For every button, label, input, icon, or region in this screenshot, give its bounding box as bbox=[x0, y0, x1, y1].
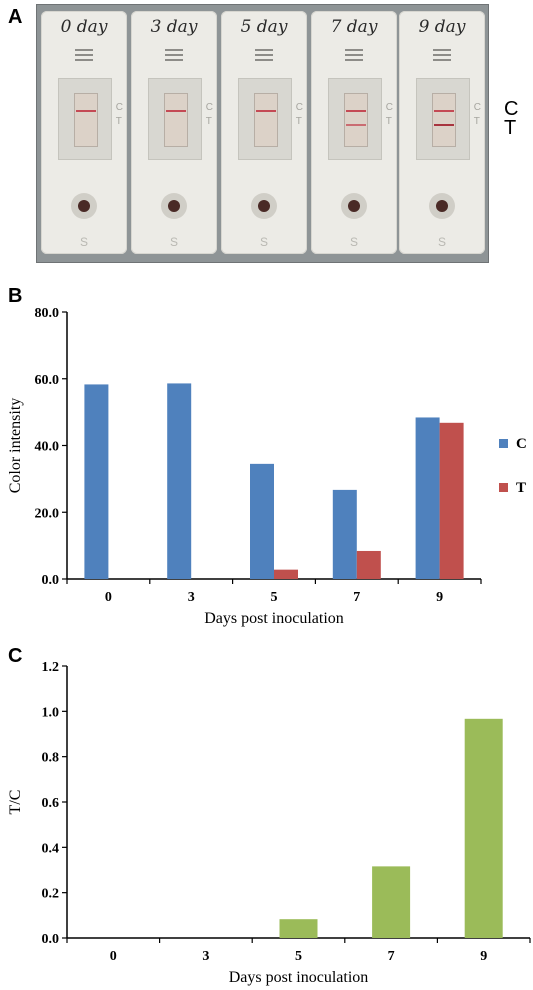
control-line bbox=[434, 110, 454, 112]
control-line bbox=[346, 110, 366, 112]
y-tick-label: 80.0 bbox=[35, 306, 60, 321]
x-tick-label: 3 bbox=[202, 949, 209, 964]
x-axis-title: Days post inoculation bbox=[229, 969, 369, 986]
y-tick-label: 0.8 bbox=[42, 751, 60, 766]
y-tick-label: 0.2 bbox=[42, 887, 60, 902]
test-line bbox=[346, 124, 366, 126]
x-tick-label: 3 bbox=[188, 590, 195, 605]
y-tick-label: 0.0 bbox=[42, 573, 60, 588]
x-tick-label: 7 bbox=[353, 590, 360, 605]
y-tick-label: 0.6 bbox=[42, 796, 60, 811]
sample-well bbox=[161, 193, 187, 219]
strip-grip-marks bbox=[345, 49, 363, 64]
strip-label: 5 day bbox=[240, 17, 288, 37]
y-tick-label: 1.0 bbox=[42, 705, 60, 720]
strip-label: 7 day bbox=[330, 17, 378, 37]
bar-c-3 bbox=[167, 383, 192, 579]
strip-membrane bbox=[74, 93, 98, 147]
x-tick-label: 0 bbox=[105, 590, 112, 605]
panel-label-a: A bbox=[8, 6, 23, 28]
control-line bbox=[166, 110, 186, 112]
test-line bbox=[434, 124, 454, 126]
y-tick-label: 40.0 bbox=[35, 440, 60, 455]
strip-membrane bbox=[254, 93, 278, 147]
strip-grip-marks bbox=[75, 49, 93, 64]
y-tick-label: 0.0 bbox=[42, 932, 60, 947]
bar-t-7 bbox=[356, 550, 381, 579]
strip-label: 0 day bbox=[60, 17, 108, 37]
photo-side-label-c: C bbox=[504, 98, 519, 120]
sample-well bbox=[71, 193, 97, 219]
t-c-ratio-chart: 0.0 0.2 0.4 0.6 0.8 1.0 1.2 0 3 5 7 9 Days post inoc… bbox=[7, 660, 531, 986]
strip-membrane bbox=[164, 93, 188, 147]
strip-membrane bbox=[432, 93, 456, 147]
strip-label: 9 day bbox=[418, 17, 466, 37]
control-line bbox=[76, 110, 96, 112]
panel-label-c: C bbox=[8, 645, 23, 667]
legend-label-t: T bbox=[516, 480, 526, 496]
sample-mark: S bbox=[437, 235, 446, 249]
y-axis-title: T/C bbox=[7, 790, 24, 815]
bar-t-5 bbox=[274, 569, 298, 579]
sample-mark: S bbox=[259, 235, 268, 249]
legend-swatch-c bbox=[499, 439, 508, 448]
sample-mark: S bbox=[349, 235, 358, 249]
sample-well bbox=[341, 193, 367, 219]
strip-membrane bbox=[344, 93, 368, 147]
legend-label-c: C bbox=[516, 436, 527, 452]
bar-ratio-7 bbox=[372, 866, 411, 938]
panel-label-b: B bbox=[8, 285, 23, 307]
y-tick-label: 1.2 bbox=[42, 660, 60, 675]
bar-c-9 bbox=[415, 417, 440, 579]
bar-ratio-9 bbox=[464, 718, 503, 938]
bar-t-9 bbox=[439, 422, 464, 579]
sample-well bbox=[251, 193, 277, 219]
sample-well bbox=[429, 193, 455, 219]
x-tick-label: 5 bbox=[271, 590, 278, 605]
y-tick-label: 60.0 bbox=[35, 373, 60, 388]
y-tick-label: 20.0 bbox=[35, 506, 60, 521]
x-tick-label: 9 bbox=[436, 590, 443, 605]
x-axis-title: Days post inoculation bbox=[204, 610, 344, 627]
x-tick-label: 7 bbox=[388, 949, 395, 964]
y-tick-label: 0.4 bbox=[42, 841, 60, 856]
x-tick-label: 9 bbox=[480, 949, 487, 964]
y-axis-title: Color intensity bbox=[7, 398, 24, 494]
strip-grip-marks bbox=[255, 49, 273, 64]
color-intensity-chart: 0.0 20.0 40.0 60.0 80.0 0 3 5 7 9 Days post inocul… bbox=[7, 306, 527, 627]
legend-swatch-t bbox=[499, 483, 508, 492]
strip-grip-marks bbox=[165, 49, 183, 64]
bar-ratio-5 bbox=[279, 919, 318, 938]
photo-side-label-t: T bbox=[504, 117, 517, 139]
sample-mark: S bbox=[79, 235, 88, 249]
strip-label: 3 day bbox=[150, 17, 198, 37]
bar-c-7 bbox=[332, 489, 357, 579]
bar-c-0 bbox=[84, 384, 109, 579]
x-tick-label: 0 bbox=[110, 949, 117, 964]
x-tick-label: 5 bbox=[295, 949, 302, 964]
control-line bbox=[256, 110, 276, 112]
strip-grip-marks bbox=[433, 49, 451, 64]
bar-c-5 bbox=[250, 463, 274, 579]
sample-mark: S bbox=[169, 235, 178, 249]
